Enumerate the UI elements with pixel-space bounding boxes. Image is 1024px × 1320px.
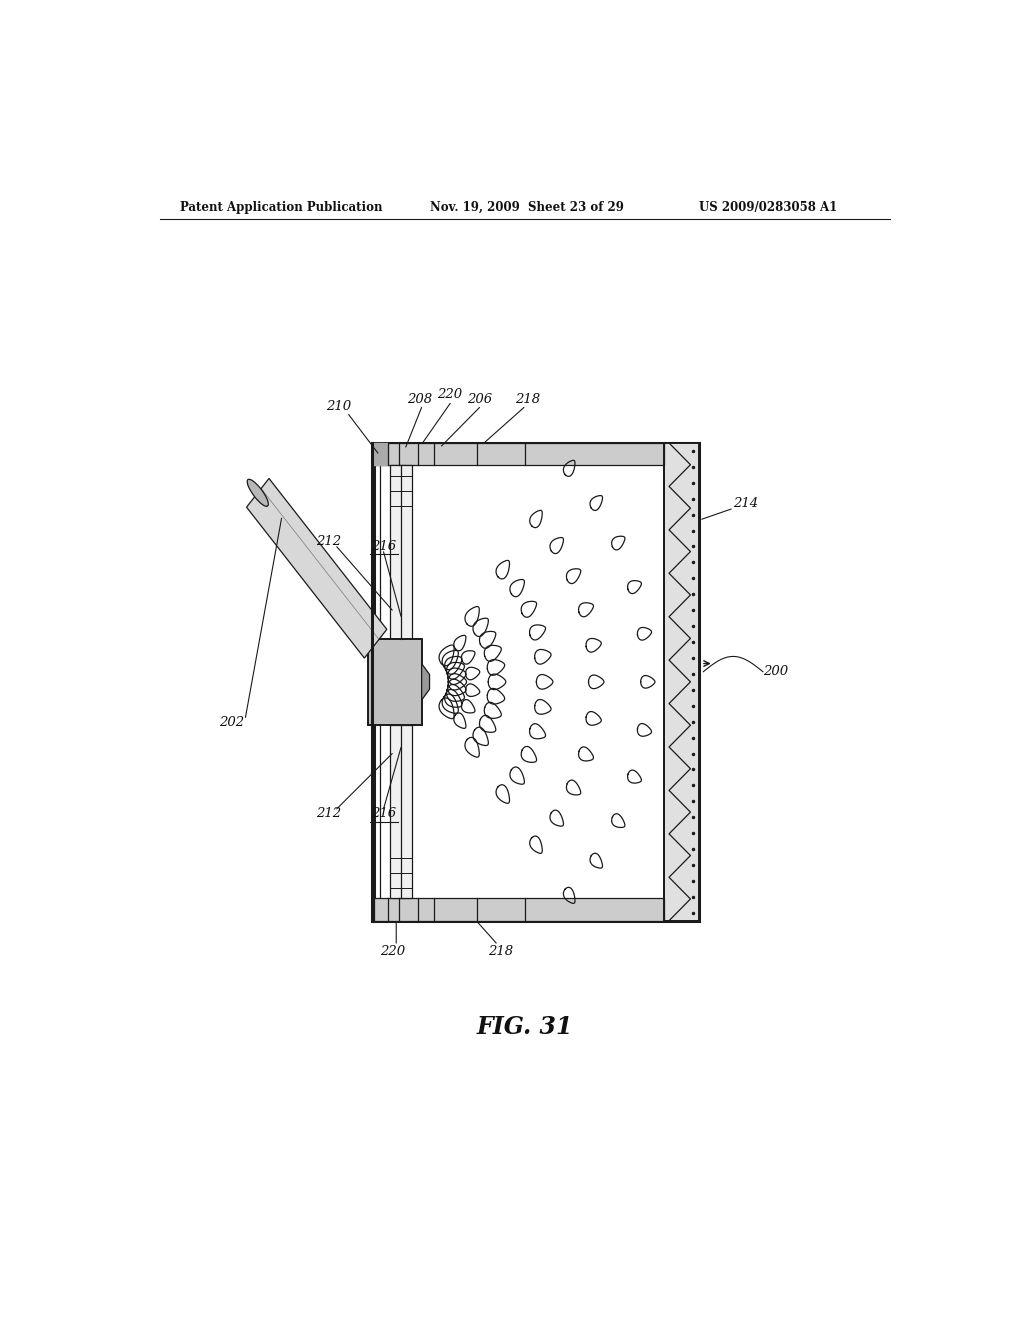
Text: 212: 212 <box>316 535 341 548</box>
Bar <box>380 450 694 913</box>
Text: 206: 206 <box>467 393 493 405</box>
Text: US 2009/0283058 A1: US 2009/0283058 A1 <box>699 201 838 214</box>
Text: Patent Application Publication: Patent Application Publication <box>179 201 382 214</box>
Ellipse shape <box>247 479 268 507</box>
Text: 220: 220 <box>381 945 406 958</box>
Text: 212: 212 <box>316 808 341 821</box>
Bar <box>368 639 422 725</box>
Bar <box>390 466 412 639</box>
Text: 220: 220 <box>437 388 462 401</box>
Text: 200: 200 <box>763 665 788 678</box>
Text: FIG. 31: FIG. 31 <box>476 1015 573 1039</box>
Text: 208: 208 <box>408 393 432 405</box>
Text: 202: 202 <box>218 715 244 729</box>
Bar <box>664 444 699 921</box>
Bar <box>374 444 699 921</box>
Bar <box>374 444 664 466</box>
Text: Nov. 19, 2009  Sheet 23 of 29: Nov. 19, 2009 Sheet 23 of 29 <box>430 201 624 214</box>
Text: 214: 214 <box>733 498 758 511</box>
Text: 210: 210 <box>326 400 351 413</box>
Bar <box>390 725 412 899</box>
Bar <box>374 899 664 921</box>
Text: 216: 216 <box>371 540 396 553</box>
Text: 218: 218 <box>488 945 514 958</box>
Text: 216: 216 <box>371 808 396 821</box>
Text: 218: 218 <box>515 393 540 405</box>
Polygon shape <box>422 664 430 700</box>
Polygon shape <box>247 478 387 659</box>
